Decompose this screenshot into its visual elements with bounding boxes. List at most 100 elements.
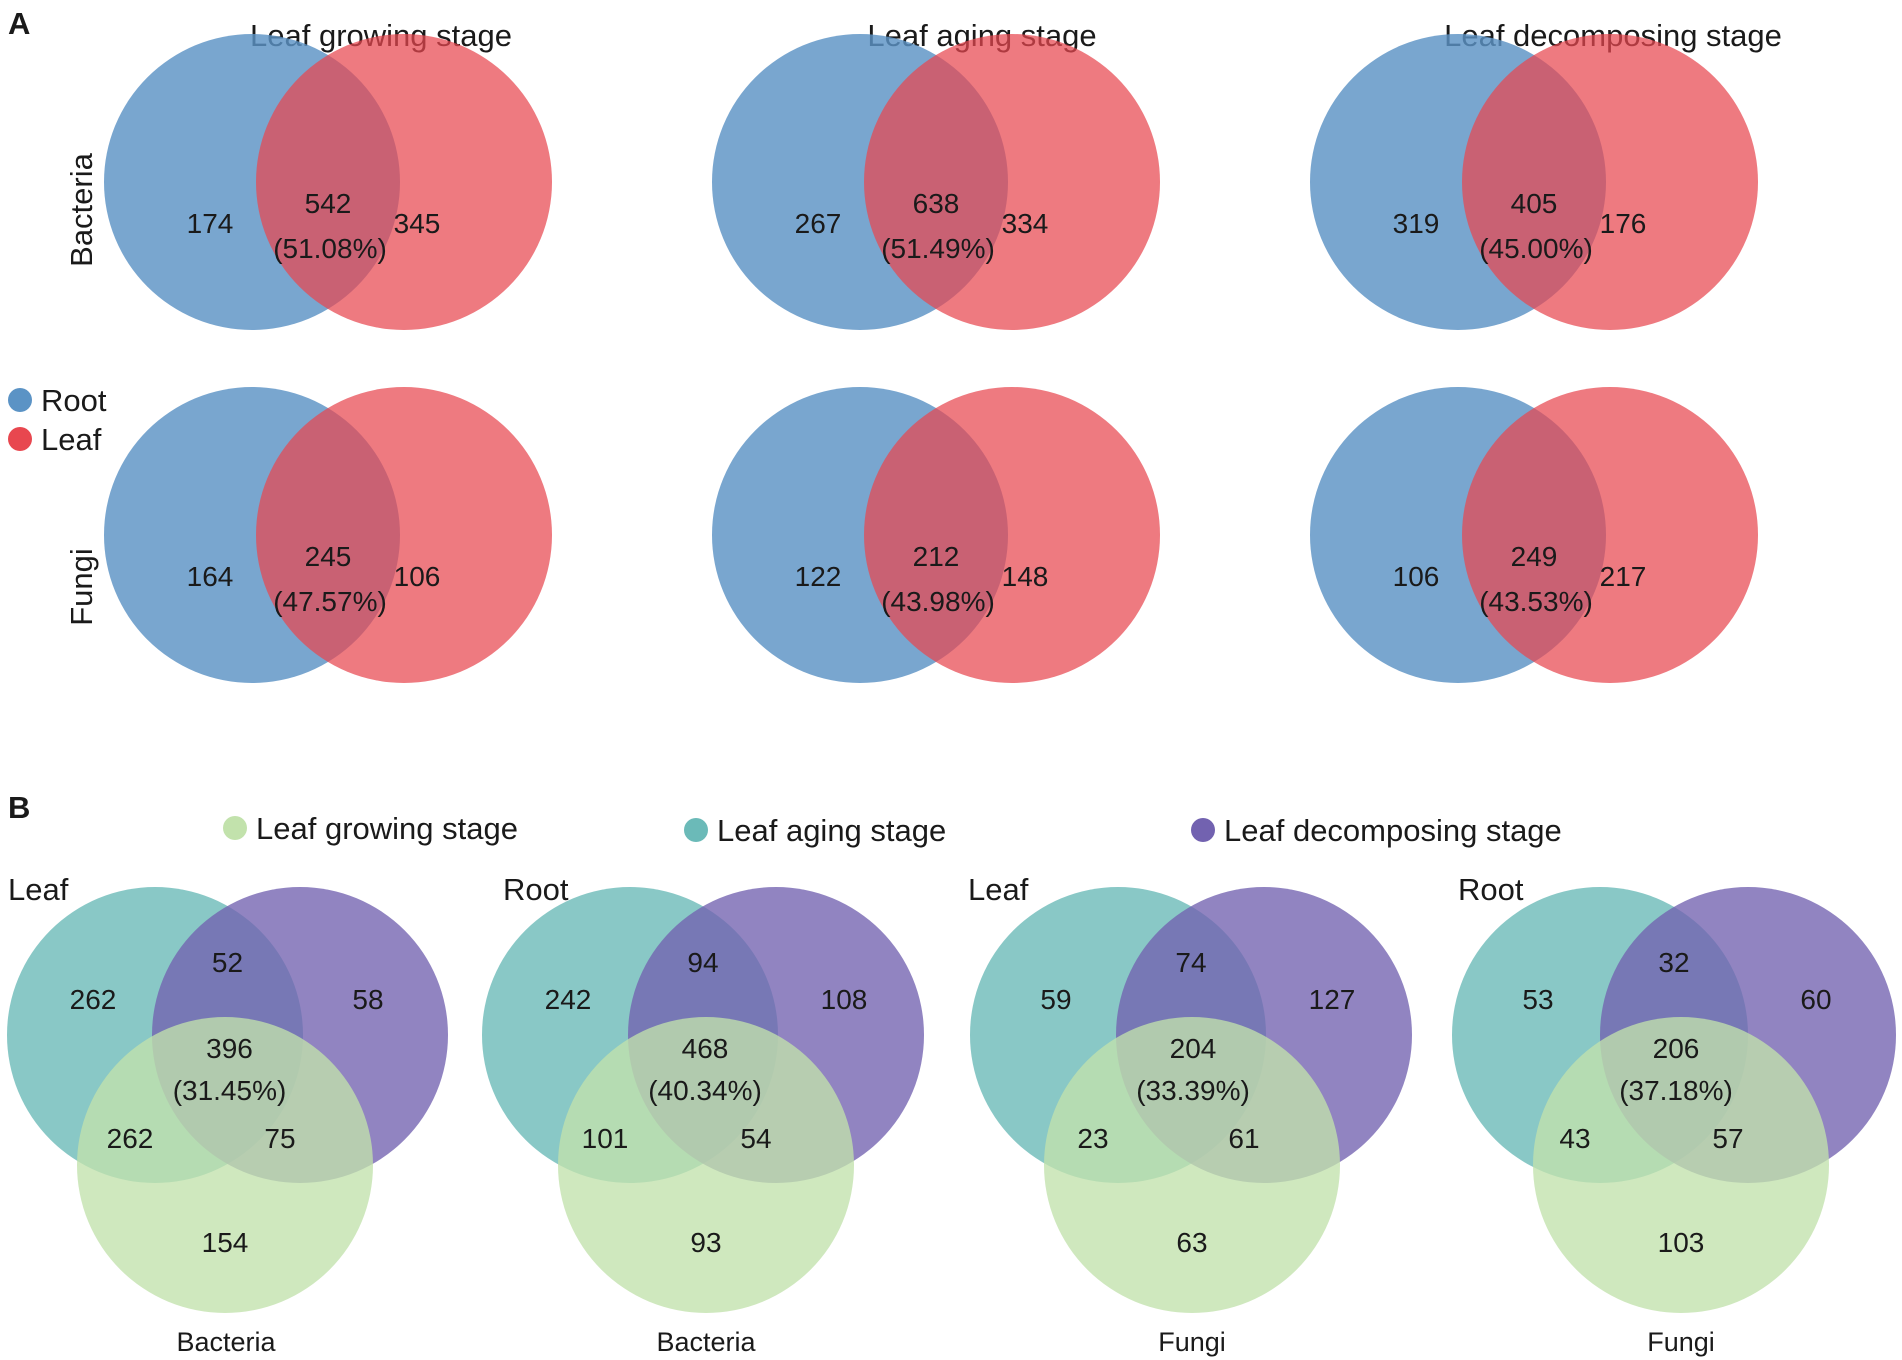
value-root-only: 174 (187, 208, 234, 239)
legend-leaf-label: Leaf (41, 422, 102, 457)
circle-leaf (1462, 34, 1758, 330)
value-decomposing-growing: 54 (740, 1123, 771, 1154)
legend-aging-label: Leaf aging stage (717, 813, 946, 848)
venn-title: Root (503, 872, 569, 907)
legend-aging-swatch (684, 818, 708, 842)
venn-title: Root (1458, 872, 1524, 907)
venn-subtitle: Fungi (1158, 1327, 1226, 1357)
venn-bacteria-leaf-aging-stage: 267 638 (51.49%)334 (712, 34, 1160, 330)
venn-subtitle: Bacteria (176, 1327, 276, 1357)
value-decomposing-only: 127 (1309, 984, 1356, 1015)
value-shared: 249 (1511, 541, 1558, 572)
circle-leaf (256, 387, 552, 683)
value-shared-pct: (43.53%) (1479, 586, 1593, 617)
value-shared-pct: (43.98%) (881, 586, 995, 617)
panel-b-venn-diagrams: Leaf Bacteria 262 52 58 396 (31.45%) 262 75 154 Ro… (7, 872, 1896, 1357)
value-growing-only: 154 (202, 1227, 249, 1258)
value-decomposing-only: 58 (352, 984, 383, 1015)
row-label-fungi: Fungi (64, 548, 99, 626)
value-all: 396 (206, 1033, 253, 1064)
circle-growing (1044, 1017, 1340, 1313)
circle-leaf (864, 387, 1160, 683)
value-all: 206 (1653, 1033, 1700, 1064)
value-all-pct: (31.45%) (173, 1075, 287, 1106)
venn-bacteria-leaf-decomposing-stage: 319 405 (45.00%)176 (1310, 34, 1758, 330)
value-shared: 542 (305, 188, 352, 219)
value-decomposing-growing: 57 (1712, 1123, 1743, 1154)
venn-leaf-fungi-2: Leaf Fungi 59 74 127 204 (33.39%) 23 61 63 (968, 872, 1412, 1357)
value-shared-pct: (51.08%) (273, 233, 387, 264)
value-leaf-only: 334 (1002, 208, 1049, 239)
value-aging-only: 53 (1522, 984, 1553, 1015)
legend-decomposing-label: Leaf decomposing stage (1224, 813, 1562, 848)
panel-b-letter: B (8, 790, 30, 825)
value-shared: 245 (305, 541, 352, 572)
value-aging-decomposing: 74 (1175, 947, 1206, 978)
panel-a-legend: Root Leaf (8, 383, 107, 457)
legend-root-swatch (8, 388, 32, 412)
venn-subtitle: Fungi (1647, 1327, 1715, 1357)
value-all: 468 (682, 1033, 729, 1064)
value-root-only: 122 (795, 561, 842, 592)
value-leaf-only: 176 (1600, 208, 1647, 239)
value-leaf-only: 345 (394, 208, 441, 239)
value-shared-pct: (47.57%) (273, 586, 387, 617)
value-all: 204 (1170, 1033, 1217, 1064)
venn-subtitle: Bacteria (656, 1327, 756, 1357)
value-growing-only: 93 (690, 1227, 721, 1258)
value-aging-decomposing: 32 (1658, 947, 1689, 978)
value-decomposing-growing: 61 (1228, 1123, 1259, 1154)
value-decomposing-growing: 75 (264, 1123, 295, 1154)
circle-leaf (256, 34, 552, 330)
value-aging-only: 262 (70, 984, 117, 1015)
value-root-only: 319 (1393, 208, 1440, 239)
venn-fungi-leaf-growing-stage: 164 245 (47.57%)106 (104, 387, 552, 683)
venn-fungi-leaf-aging-stage: 122 212 (43.98%)148 (712, 387, 1160, 683)
value-leaf-only: 217 (1600, 561, 1647, 592)
value-root-only: 267 (795, 208, 842, 239)
value-root-only: 106 (1393, 561, 1440, 592)
value-leaf-only: 148 (1002, 561, 1049, 592)
venn-root-fungi-3: Root Fungi 53 32 60 206 (37.18%) 43 57 103 (1452, 872, 1896, 1357)
legend-growing-label: Leaf growing stage (256, 811, 518, 846)
value-growing-only: 63 (1176, 1227, 1207, 1258)
venn-root-bacteria-1: Root Bacteria 242 94 108 468 (40.34%) 101 54 93 (482, 872, 924, 1357)
legend-leaf-swatch (8, 427, 32, 451)
circle-growing (1533, 1017, 1829, 1313)
venn-leaf-bacteria-0: Leaf Bacteria 262 52 58 396 (31.45%) 262 75 154 (7, 872, 448, 1357)
value-aging-growing: 43 (1559, 1123, 1590, 1154)
panel-a-venn-diagrams: 174 542 (51.08%)345 267 638 (51.49%)334 319 405… (104, 34, 1758, 683)
circle-leaf (864, 34, 1160, 330)
venn-title: Leaf (8, 872, 69, 907)
legend-root-label: Root (41, 383, 107, 418)
row-label-bacteria: Bacteria (64, 152, 99, 266)
value-aging-growing: 101 (582, 1123, 629, 1154)
value-aging-decomposing: 52 (212, 947, 243, 978)
circle-leaf (1462, 387, 1758, 683)
panel-a-letter: A (8, 6, 30, 41)
panel-b-legend: Leaf growing stage Leaf aging stage Leaf… (223, 811, 1562, 848)
venn-bacteria-leaf-growing-stage: 174 542 (51.08%)345 (104, 34, 552, 330)
value-aging-growing: 262 (107, 1123, 154, 1154)
circle-growing (77, 1017, 373, 1313)
circle-growing (558, 1017, 854, 1313)
value-aging-only: 242 (545, 984, 592, 1015)
value-aging-growing: 23 (1077, 1123, 1108, 1154)
legend-decomposing-swatch (1191, 818, 1215, 842)
value-decomposing-only: 108 (821, 984, 868, 1015)
value-shared: 638 (913, 188, 960, 219)
value-root-only: 164 (187, 561, 234, 592)
value-shared: 405 (1511, 188, 1558, 219)
venn-fungi-leaf-decomposing-stage: 106 249 (43.53%)217 (1310, 387, 1758, 683)
value-leaf-only: 106 (394, 561, 441, 592)
value-growing-only: 103 (1658, 1227, 1705, 1258)
value-decomposing-only: 60 (1800, 984, 1831, 1015)
value-all-pct: (33.39%) (1136, 1075, 1250, 1106)
value-aging-decomposing: 94 (687, 947, 718, 978)
legend-growing-swatch (223, 816, 247, 840)
value-all-pct: (40.34%) (648, 1075, 762, 1106)
value-shared-pct: (51.49%) (881, 233, 995, 264)
venn-title: Leaf (968, 872, 1029, 907)
value-aging-only: 59 (1040, 984, 1071, 1015)
